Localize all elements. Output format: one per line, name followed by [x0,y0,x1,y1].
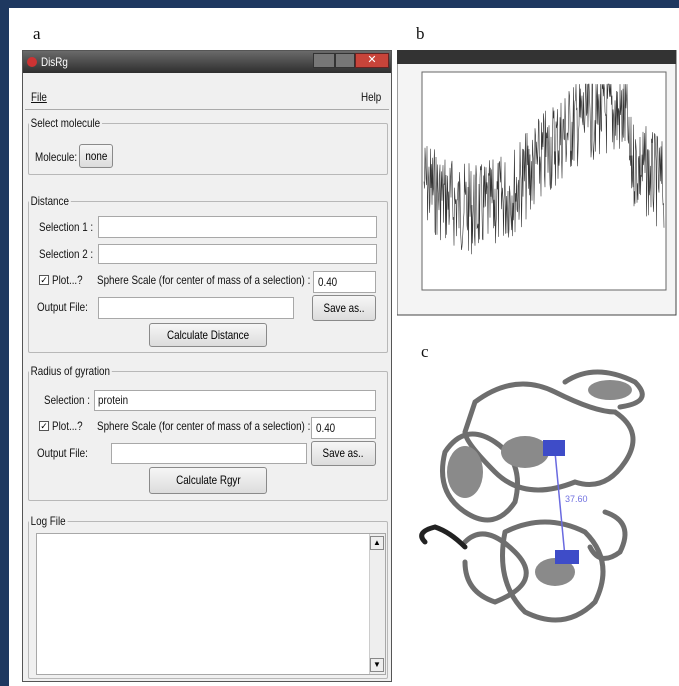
input[interactable] [98,216,377,238]
window: DisRg ✕ File Help Select molecule Molecu… [22,50,392,682]
menu-help[interactable]: Help [361,90,381,104]
molecule-button[interactable]: none [79,144,113,168]
input-value: protein [98,393,128,407]
calculate-button[interactable]: Calculate Rgyr [149,467,267,494]
log-area[interactable]: ▲ ▼ [36,533,386,675]
window-title: DisRg [41,55,68,69]
frame-left [0,0,9,686]
ribbon [422,372,643,620]
label: Selection 1 : [39,220,93,234]
label: Selection : [44,393,90,407]
button-text: Save as.. [323,442,364,465]
minimize[interactable] [313,53,335,68]
label: Selection 2 : [39,247,93,261]
input[interactable] [98,244,377,264]
panel-label: a [33,24,41,44]
button-text: Calculate Distance [167,324,249,346]
selection-highlight [543,440,565,456]
input[interactable] [98,297,294,319]
distance-label: 37.60 [565,494,588,504]
legend: Radius of gyration [29,364,112,378]
label: Output File: [37,446,88,460]
label: Output File: [37,300,88,314]
app-icon [27,57,37,67]
scrollbar[interactable] [369,534,385,674]
close[interactable]: ✕ [355,53,389,68]
maximize[interactable] [335,53,355,68]
frame-top [0,0,679,8]
checkbox[interactable]: ✓ [39,421,49,431]
checkbox[interactable]: ✓ [39,275,49,285]
page: a b c DisRg ✕ File Help Select molecule … [0,0,679,686]
button-text: Save as.. [323,296,364,320]
panel-label: b [416,24,425,44]
plot-window [397,50,677,316]
scroll-down[interactable]: ▼ [370,658,384,672]
menu-file[interactable]: File [31,90,47,104]
button-text: Calculate Rgyr [176,468,241,493]
spinner[interactable]: 0.40 [311,417,376,439]
title-bar: DisRg ✕ [23,51,391,73]
legend: Distance [29,194,71,208]
calculate-button[interactable]: Calculate Distance [149,323,267,347]
legend: Select molecule [29,116,102,130]
spinner-value: 0.40 [318,275,337,289]
selection-highlight [555,550,579,564]
spinner[interactable]: 0.40 [313,271,376,293]
panel-label: c [421,342,429,362]
separator [25,109,389,110]
label: Sphere Scale (for center of mass of a se… [97,273,310,287]
label: Plot...? [52,419,83,433]
plot-title-bar [397,50,676,64]
scroll-up[interactable]: ▲ [370,536,384,550]
label: Sphere Scale (for center of mass of a se… [97,419,310,433]
button-text: none [85,145,107,167]
input[interactable] [111,443,307,464]
label: Plot...? [52,273,83,287]
structure-image: 37.60 [405,362,675,652]
save-button[interactable]: Save as.. [311,441,376,466]
distance-line [555,452,565,557]
legend: Log File [29,514,67,528]
spinner-value: 0.40 [316,421,335,435]
save-button[interactable]: Save as.. [312,295,376,321]
label: Molecule: [35,150,77,164]
plot-area [422,72,666,290]
input[interactable]: protein [94,390,376,411]
